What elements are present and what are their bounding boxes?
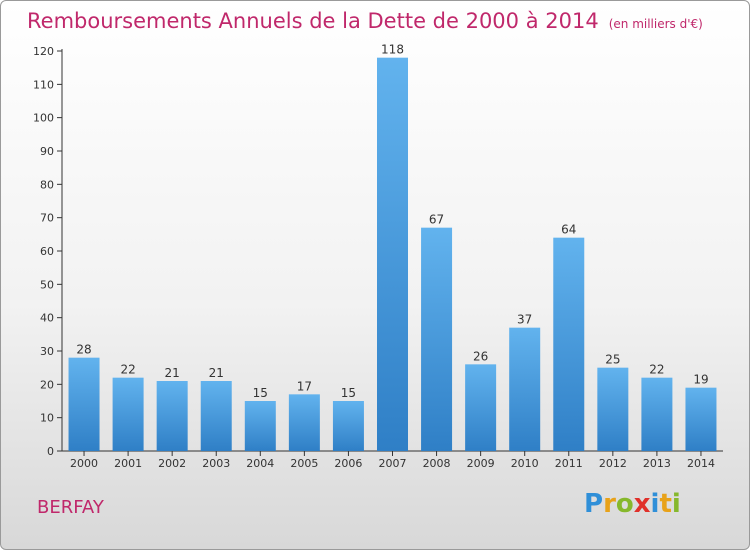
y-tick-label: 90 xyxy=(40,145,54,158)
y-tick-label: 60 xyxy=(40,245,54,258)
commune-name: BERFAY xyxy=(37,497,104,518)
bar xyxy=(112,377,144,451)
x-tick-label: 2002 xyxy=(158,457,186,470)
data-label: 21 xyxy=(165,366,180,380)
data-label: 26 xyxy=(473,349,488,363)
data-label: 25 xyxy=(605,353,620,367)
bar xyxy=(641,377,673,451)
y-tick-label: 100 xyxy=(33,112,54,125)
data-labels-group: 28 22 21 21 15 17 15 118 67 26 37 64 25 22 19 xyxy=(76,43,708,400)
logo-letter: x xyxy=(633,489,651,519)
x-tick-label: 2011 xyxy=(555,457,583,470)
x-tick-label: 2008 xyxy=(423,457,451,470)
axes: 0 10 20 30 40 50 60 70 80 90 100 110 120 2000 2001 2002… xyxy=(33,45,723,470)
y-tick-label: 20 xyxy=(40,378,54,391)
y-tick-label: 70 xyxy=(40,212,54,225)
x-tick-label: 2007 xyxy=(379,457,407,470)
y-tick-label: 110 xyxy=(33,78,54,91)
bar xyxy=(465,364,497,451)
x-tick-label: 2014 xyxy=(687,457,715,470)
x-tick-label: 2012 xyxy=(599,457,627,470)
data-label: 118 xyxy=(381,43,404,57)
x-tick-label: 2000 xyxy=(70,457,98,470)
bar xyxy=(200,381,232,451)
proxiti-logo: Proxiti xyxy=(584,489,681,519)
data-label: 15 xyxy=(341,386,356,400)
x-tick-label: 2004 xyxy=(246,457,274,470)
bar xyxy=(377,57,408,452)
y-tick-label: 120 xyxy=(33,45,54,58)
bar xyxy=(244,401,276,451)
y-tick-label: 80 xyxy=(40,178,54,191)
y-tick-label: 0 xyxy=(47,445,54,458)
data-label: 19 xyxy=(693,373,708,387)
x-tick-label: 2005 xyxy=(290,457,318,470)
logo-letter: P xyxy=(584,489,604,519)
title-text: Remboursements Annuels de la Dette de 20… xyxy=(27,9,599,33)
logo-letter: o xyxy=(615,489,634,519)
title-unit: (en milliers d'€) xyxy=(608,17,703,31)
bar xyxy=(332,401,364,451)
bar xyxy=(597,367,629,451)
data-label: 15 xyxy=(253,386,268,400)
bar xyxy=(509,327,541,451)
y-tick-label: 30 xyxy=(40,345,54,358)
data-label: 22 xyxy=(649,363,664,377)
bar xyxy=(553,237,585,451)
data-label: 67 xyxy=(429,213,444,227)
logo-letter: i xyxy=(650,489,660,519)
bar xyxy=(68,357,100,451)
bar xyxy=(156,381,188,451)
x-tick-label: 2013 xyxy=(643,457,671,470)
x-tick-label: 2010 xyxy=(511,457,539,470)
x-tick-label: 2001 xyxy=(114,457,142,470)
data-label: 64 xyxy=(561,223,576,237)
bar xyxy=(421,227,453,451)
data-label: 28 xyxy=(76,343,91,357)
y-tick-label: 40 xyxy=(40,312,54,325)
bar xyxy=(685,387,717,451)
chart-title: Remboursements Annuels de la Dette de 20… xyxy=(27,9,703,33)
y-tick-label: 50 xyxy=(40,278,54,291)
data-label: 17 xyxy=(297,379,312,393)
x-tick-label: 2003 xyxy=(202,457,230,470)
y-tick-label: 10 xyxy=(40,412,54,425)
data-label: 21 xyxy=(209,366,224,380)
logo-letter: t xyxy=(659,489,672,519)
logo-letter: i xyxy=(671,489,681,519)
bars-group xyxy=(68,57,717,452)
data-label: 22 xyxy=(120,363,135,377)
x-tick-label: 2006 xyxy=(334,457,362,470)
x-tick-label: 2009 xyxy=(467,457,495,470)
data-label: 37 xyxy=(517,313,532,327)
logo-letter: r xyxy=(603,489,616,519)
bar xyxy=(288,394,320,451)
